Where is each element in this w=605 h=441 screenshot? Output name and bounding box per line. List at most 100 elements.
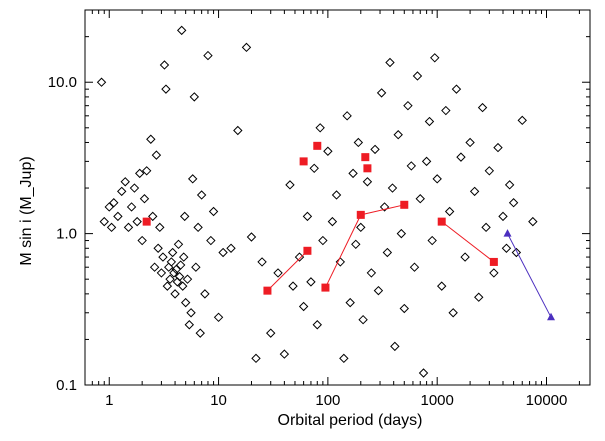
diamond-point (266, 328, 276, 338)
diamond-point (129, 183, 140, 193)
diamond-point (246, 232, 257, 242)
x-tick-label: 100 (315, 392, 340, 409)
diamond-point (477, 102, 488, 113)
diamond-point (373, 285, 384, 296)
series-line (441, 221, 495, 263)
diamond-point (226, 243, 236, 253)
diamond-point (406, 161, 417, 171)
diamond-point (356, 222, 366, 233)
triangle-point (547, 312, 556, 321)
diamond-point (418, 368, 429, 378)
diamond-point (302, 211, 313, 222)
x-tick-label: 1 (105, 392, 113, 409)
square-point (321, 283, 330, 292)
diamond-point (448, 308, 458, 318)
diamond-point (412, 71, 423, 81)
diamond-point (139, 194, 150, 204)
x-tick-label: 10 (210, 392, 227, 409)
diamond-point (345, 297, 355, 308)
diamond-point (498, 211, 508, 222)
diamond-point (176, 25, 187, 36)
diamond-point (155, 222, 165, 233)
diamond-point (113, 211, 123, 222)
square-point (489, 257, 498, 266)
diamond-point (233, 125, 243, 136)
square-point (437, 217, 446, 226)
plot-frame (84, 9, 591, 386)
diamond-point (159, 60, 170, 70)
diamond-point (120, 177, 130, 187)
diamond-point (484, 166, 495, 176)
diamond-point (273, 268, 283, 278)
diamond-point (175, 260, 186, 270)
diamond-point (323, 146, 333, 156)
diamond-point (171, 264, 181, 275)
diamond-point (218, 247, 228, 258)
diamond-point (174, 271, 185, 282)
square-point (313, 141, 322, 150)
diamond-point (184, 320, 195, 330)
y-tick-label: 10.0 (48, 74, 77, 91)
diamond-point (528, 216, 538, 227)
y-tick-label: 1.0 (56, 226, 77, 243)
diamond-point (135, 168, 145, 179)
diamond-point (393, 130, 403, 140)
diamond-point (348, 168, 358, 179)
diamond-point (508, 198, 519, 208)
diamond-point (196, 190, 207, 200)
diamond-point (173, 239, 184, 250)
diamond-point (421, 156, 432, 167)
diamond-point (306, 277, 316, 287)
diamond-point (137, 235, 147, 246)
diamond-point (409, 262, 420, 272)
square-point (142, 217, 151, 226)
diamond-point (339, 353, 349, 364)
diamond-point (298, 301, 309, 312)
diamond-point (169, 268, 179, 278)
diamond-point (182, 274, 193, 284)
square-point (356, 210, 365, 219)
diamond-point (189, 92, 200, 102)
square-point (299, 157, 308, 166)
diamond-point (312, 320, 322, 330)
diamond-point (162, 281, 173, 291)
diamond-point (415, 194, 425, 204)
diamond-point (335, 257, 346, 267)
diamond-point (376, 88, 387, 98)
diamond-point (132, 216, 142, 227)
diamond-point (148, 211, 158, 222)
diamond-point (200, 289, 210, 299)
diamond-point (387, 183, 398, 193)
diamond-point (109, 198, 119, 208)
diamond-point (208, 206, 219, 217)
series-line (507, 233, 552, 318)
diamond-point (146, 134, 156, 144)
diamond-point (288, 281, 298, 291)
diamond-point (178, 281, 188, 291)
diamond-point (153, 243, 163, 253)
plot-marks (96, 25, 556, 378)
x-tick-label: 1000 (421, 392, 454, 409)
diamond-point (191, 262, 201, 272)
diamond-point (327, 216, 338, 227)
diamond-point (179, 252, 189, 262)
series-line (267, 250, 308, 292)
diamond-point (166, 257, 177, 267)
diamond-point (161, 84, 171, 94)
diamond-point (126, 202, 137, 212)
diamond-point (517, 115, 527, 126)
diamond-point (195, 328, 205, 338)
diamond-point (315, 123, 325, 133)
diamond-point (385, 57, 395, 68)
diamond-point (481, 222, 491, 233)
diamond-point (285, 180, 295, 190)
diamond-point (167, 247, 178, 258)
diamond-point (511, 247, 522, 258)
diamond-point (430, 53, 440, 63)
diamond-point (213, 312, 224, 323)
axes: 1 10 100 1000 10000 0.1 1.0 10.0 (48, 9, 591, 409)
diamond-point (96, 77, 107, 87)
diamond-point (351, 239, 361, 250)
diamond-point (451, 84, 462, 94)
diamond-point (390, 341, 400, 352)
